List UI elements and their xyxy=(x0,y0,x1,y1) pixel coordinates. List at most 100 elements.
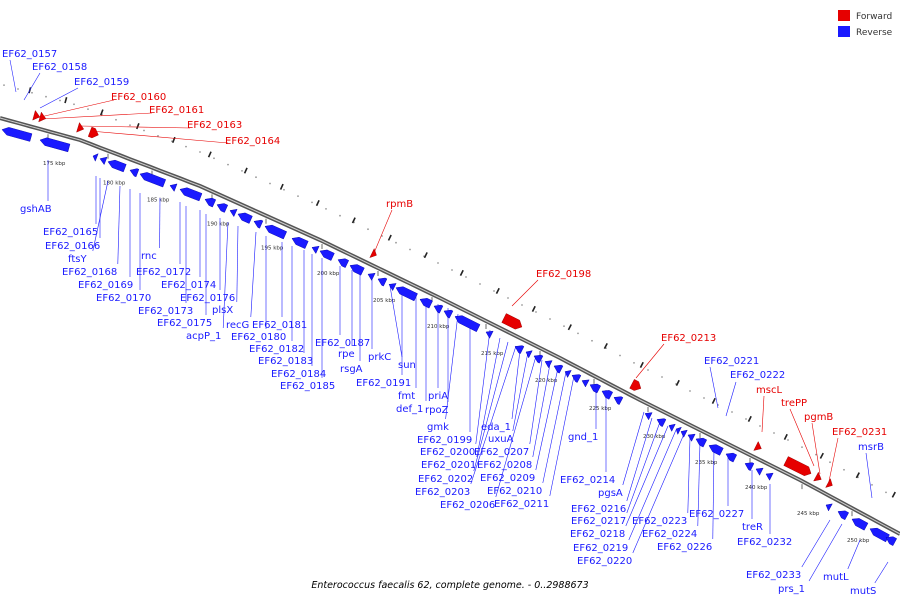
gene-label-fmt: fmt xyxy=(398,391,415,402)
gene-label-msrb: msrB xyxy=(858,442,884,453)
gene-label-ef62-0157: EF62_0157 xyxy=(2,49,57,60)
gene-label-rpoz: rpoZ xyxy=(425,405,449,416)
reverse-gene-arrow xyxy=(179,187,203,202)
track-dot xyxy=(521,304,523,306)
gene-label-ef62-0216: EF62_0216 xyxy=(571,504,626,515)
track-dot xyxy=(227,163,229,166)
leader-line xyxy=(625,425,669,527)
gene-label-ef62-0227: EF62_0227 xyxy=(689,509,744,520)
reverse-gene-arrow xyxy=(589,383,601,394)
gene-label-ef62-0219: EF62_0219 xyxy=(573,543,628,554)
leader-line xyxy=(389,285,403,358)
forward-gene-arrow xyxy=(32,110,41,121)
leader-line xyxy=(512,351,529,432)
track-dot xyxy=(507,297,509,299)
gene-label-gmk: gmk xyxy=(427,422,449,433)
tick-label: 200 kbp xyxy=(317,271,340,277)
gene-label-ef62-0207: EF62_0207 xyxy=(474,447,529,458)
leader-line xyxy=(89,130,229,144)
track-dot xyxy=(773,432,775,434)
track-mark xyxy=(423,252,428,259)
leader-line xyxy=(470,345,517,485)
leader-line xyxy=(476,337,501,458)
gene-label-ef62-0181: EF62_0181 xyxy=(252,320,307,331)
track-mark xyxy=(459,269,464,276)
gene-label-ef62-0174: EF62_0174 xyxy=(161,280,216,291)
tick-label: 190 kbp xyxy=(207,221,230,227)
gene-label-ef62-0200: EF62_0200 xyxy=(420,447,475,458)
gene-label-ef62-0172: EF62_0172 xyxy=(136,267,191,278)
reverse-gene-arrow xyxy=(92,153,99,162)
leader-line xyxy=(709,366,719,409)
reverse-gene-arrow xyxy=(675,426,682,435)
reverse-gene-arrow xyxy=(755,467,764,476)
track-mark xyxy=(279,183,284,190)
track-mark xyxy=(855,472,860,479)
forward-gene-arrow xyxy=(753,441,762,451)
gene-label-mutl: mutL xyxy=(823,572,849,583)
leader-line xyxy=(535,367,559,471)
gene-label-ef62-0223: EF62_0223 xyxy=(632,516,687,527)
gene-label-ef62-0180: EF62_0180 xyxy=(231,332,286,343)
leader-line xyxy=(635,343,665,379)
track-mark xyxy=(135,123,140,130)
gene-label-ef62-0191: EF62_0191 xyxy=(356,378,411,389)
gene-label-prkc: prkC xyxy=(368,352,391,363)
gene-label-rsga: rsgA xyxy=(340,364,363,375)
reverse-gene-arrow xyxy=(668,423,676,432)
reverse-gene-arrow xyxy=(837,510,849,521)
track-mark xyxy=(819,452,824,459)
gene-label-ef62-0164: EF62_0164 xyxy=(225,136,280,147)
legend: Forward Reverse xyxy=(838,10,893,38)
tick-label: 175 kbp xyxy=(43,161,66,167)
reverse-gene-arrow xyxy=(229,209,238,218)
gene-label-ftsy: ftsY xyxy=(68,254,87,265)
leader-line xyxy=(626,417,653,502)
leader-line xyxy=(250,231,257,318)
gene-label-ef62-0224: EF62_0224 xyxy=(642,529,697,540)
track-dot xyxy=(129,124,131,127)
reverse-gene-arrow xyxy=(337,258,350,268)
genome-backbone xyxy=(0,116,900,536)
track-dot xyxy=(745,418,747,420)
track-mark xyxy=(495,287,500,294)
leader-line xyxy=(827,437,839,487)
track-dot xyxy=(339,214,341,217)
leader-line xyxy=(628,429,677,541)
track-dot xyxy=(689,390,691,392)
track-dot xyxy=(815,453,817,456)
reverse-gene-arrow xyxy=(613,396,624,405)
gene-label-ef62-0209: EF62_0209 xyxy=(480,473,535,484)
gene-label-ef62-0233: EF62_0233 xyxy=(746,570,801,581)
reverse-gene-arrow xyxy=(395,286,418,302)
leader-line xyxy=(811,422,821,475)
reverse-gene-arrow xyxy=(139,172,166,188)
tick-label: 205 kbp xyxy=(373,298,396,304)
track-mark xyxy=(315,199,320,207)
gene-label-ef62-0203: EF62_0203 xyxy=(415,487,470,498)
reverse-gene-arrow xyxy=(525,350,533,359)
track-dot xyxy=(703,397,705,399)
gene-label-rpmb: rpmB xyxy=(386,199,413,210)
leader-line xyxy=(9,59,17,93)
gene-label-pgsa: pgsA xyxy=(598,488,623,499)
gene-label-ef62-0198: EF62_0198 xyxy=(536,269,591,280)
gene-label-ef62-0183: EF62_0183 xyxy=(258,356,313,367)
reverse-gene-arrow xyxy=(687,433,696,442)
gene-label-ef62-0176: EF62_0176 xyxy=(180,293,235,304)
track-dot xyxy=(199,151,201,153)
legend-reverse-label: Reverse xyxy=(856,28,893,38)
forward-gene-labels: EF62_0157 EF62_0158 EF62_0159 EF62_0160 EF62… xyxy=(2,49,887,453)
forward-gene-arrow xyxy=(501,313,523,330)
reverse-gene-arrow xyxy=(169,183,178,192)
reverse-gene-arrow xyxy=(725,452,738,463)
leader-line xyxy=(632,433,685,554)
track-dot xyxy=(255,176,257,179)
leader-line xyxy=(622,411,645,486)
backbone-line xyxy=(0,116,900,536)
tick-label: 220 kbp xyxy=(535,378,558,384)
leader-line xyxy=(511,279,539,307)
gene-label-ef62-0159: EF62_0159 xyxy=(74,77,129,88)
forward-gene-arrow xyxy=(369,248,377,258)
